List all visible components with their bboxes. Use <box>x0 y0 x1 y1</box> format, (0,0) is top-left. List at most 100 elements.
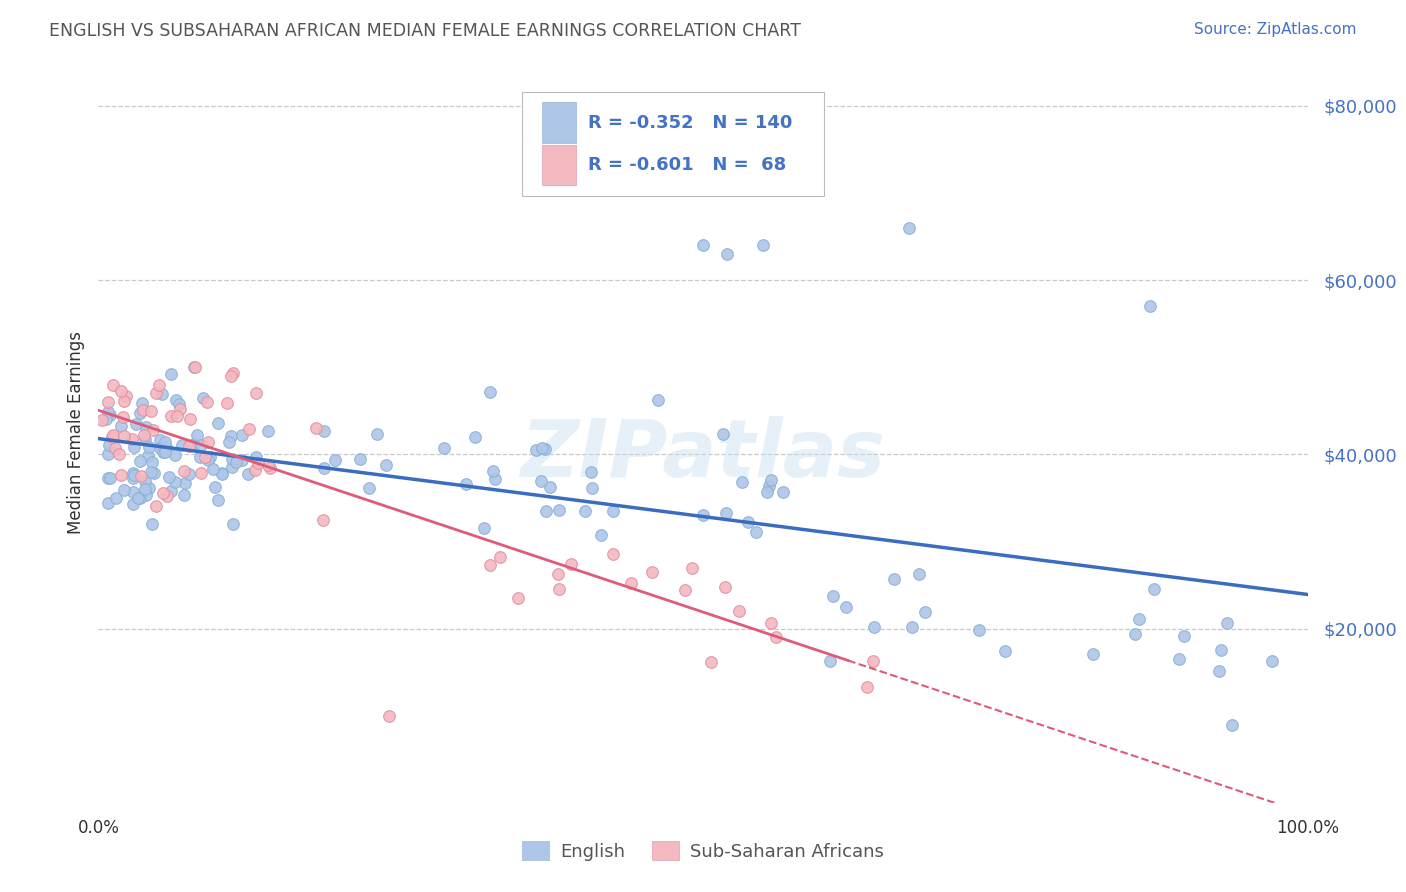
Point <box>190 466 212 480</box>
Point <box>153 445 176 459</box>
Point <box>547 567 569 582</box>
Point <box>138 449 160 463</box>
Point <box>1216 615 1239 630</box>
Text: R = -0.352   N = 140: R = -0.352 N = 140 <box>588 113 793 132</box>
Point <box>728 604 751 618</box>
Point <box>377 708 399 723</box>
Point <box>256 458 278 472</box>
Point <box>139 404 162 418</box>
Point <box>823 590 845 604</box>
Point <box>246 456 269 470</box>
Point <box>581 481 603 495</box>
Point <box>201 462 224 476</box>
Point <box>152 445 174 459</box>
Point <box>141 466 163 480</box>
Point <box>131 396 153 410</box>
Point <box>620 576 643 591</box>
Point <box>90 413 112 427</box>
Point <box>155 489 177 503</box>
Point <box>142 423 165 437</box>
Point <box>125 417 148 431</box>
Point <box>174 476 197 491</box>
Point <box>160 367 183 381</box>
Point <box>245 386 267 401</box>
Point <box>110 384 132 398</box>
Point <box>484 472 506 486</box>
Point <box>103 441 125 455</box>
Point <box>1167 651 1189 665</box>
Point <box>245 463 267 477</box>
Point <box>167 397 190 411</box>
Point <box>211 467 233 482</box>
Point <box>375 458 398 472</box>
Point <box>129 491 152 506</box>
Point <box>863 620 886 634</box>
Text: ENGLISH VS SUBSAHARAN AFRICAN MEDIAN FEMALE EARNINGS CORRELATION CHART: ENGLISH VS SUBSAHARAN AFRICAN MEDIAN FEM… <box>49 22 801 40</box>
Point <box>901 619 924 633</box>
Point <box>96 405 118 419</box>
Point <box>245 450 267 464</box>
Point <box>129 406 152 420</box>
Point <box>699 655 721 669</box>
Point <box>148 377 170 392</box>
Point <box>1139 299 1161 313</box>
Point <box>101 430 124 444</box>
Legend: English, Sub-Saharan Africans: English, Sub-Saharan Africans <box>515 834 891 868</box>
Point <box>759 616 782 631</box>
Point <box>97 471 120 485</box>
Point <box>172 438 194 452</box>
Point <box>1128 612 1150 626</box>
Point <box>855 680 877 694</box>
Point <box>134 482 156 496</box>
Point <box>257 424 280 438</box>
Point <box>207 416 229 430</box>
Point <box>581 465 603 479</box>
Point <box>1081 647 1104 661</box>
Point <box>1143 582 1166 597</box>
Point <box>135 488 157 502</box>
Point <box>145 499 167 513</box>
Point <box>163 475 186 489</box>
Point <box>366 427 388 442</box>
Point <box>681 561 703 575</box>
Point <box>101 428 124 442</box>
Point <box>835 600 858 615</box>
Point <box>221 460 243 475</box>
Point <box>772 484 794 499</box>
Point <box>756 485 779 500</box>
Point <box>560 557 582 571</box>
Point <box>122 470 145 484</box>
Point <box>221 369 243 384</box>
Point <box>122 466 145 480</box>
Point <box>160 483 183 498</box>
Point <box>179 412 201 426</box>
Point <box>589 527 612 541</box>
Point <box>765 630 787 644</box>
Point <box>157 470 180 484</box>
Point <box>222 517 245 532</box>
Text: R = -0.601   N =  68: R = -0.601 N = 68 <box>588 156 786 174</box>
Point <box>312 461 335 475</box>
Point <box>758 479 780 493</box>
Point <box>173 464 195 478</box>
Point <box>129 468 152 483</box>
Point <box>716 247 738 261</box>
Point <box>112 429 135 443</box>
Point <box>231 428 253 442</box>
Y-axis label: Median Female Earnings: Median Female Earnings <box>66 331 84 534</box>
Point <box>155 441 177 455</box>
Point <box>98 471 121 485</box>
Point <box>149 433 172 447</box>
Point <box>312 512 335 526</box>
Point <box>132 428 155 442</box>
Point <box>112 393 135 408</box>
Point <box>165 392 187 407</box>
Point <box>731 475 754 489</box>
Point <box>433 441 456 455</box>
Point <box>711 427 734 442</box>
Point <box>173 488 195 502</box>
Point <box>454 476 477 491</box>
Point <box>191 392 214 406</box>
Point <box>122 485 145 500</box>
Point <box>641 566 664 580</box>
